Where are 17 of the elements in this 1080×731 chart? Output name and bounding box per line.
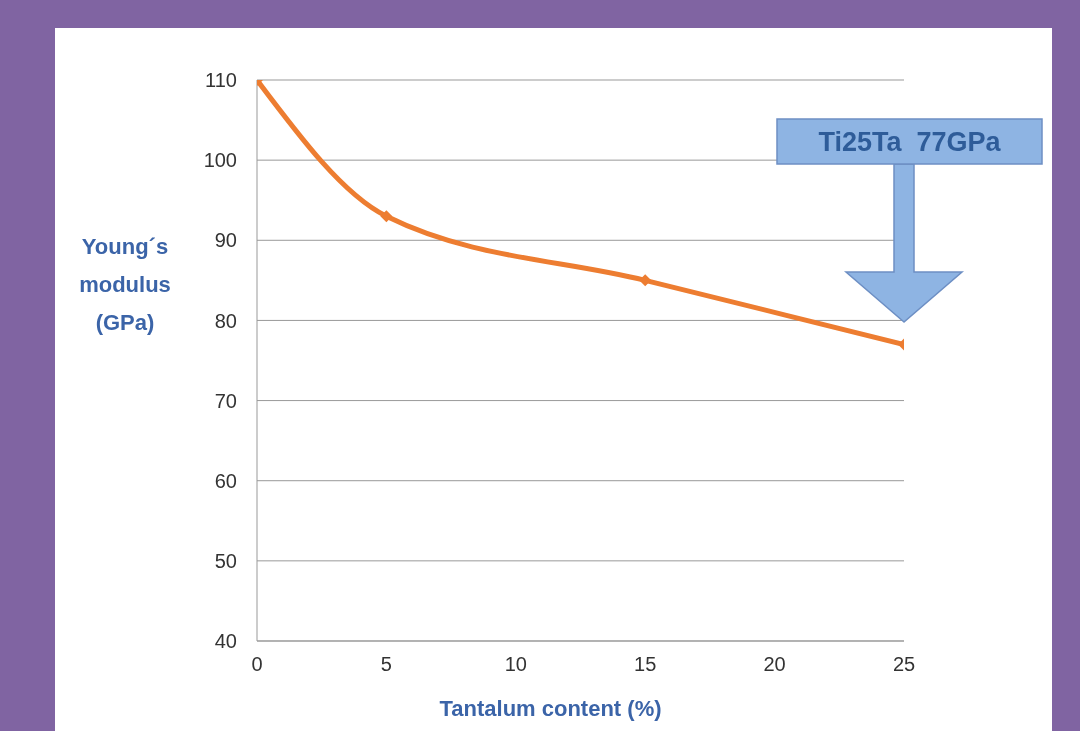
x-tick-label: 5 (380, 653, 392, 676)
y-tick-label: 70 (214, 389, 237, 412)
x-tick-label: 20 (763, 653, 786, 676)
y-tick-label: 50 (214, 549, 237, 572)
y-tick-label: 80 (214, 309, 237, 332)
x-tick-label: 25 (892, 653, 916, 676)
x-tick-label: 0 (251, 653, 263, 676)
y-tick-label: 100 (203, 149, 237, 172)
x-tick-label: 10 (504, 653, 527, 676)
y-tick-label: 40 (214, 630, 237, 653)
x-tick-label: 15 (634, 653, 657, 676)
y-axis-title: Young´s modulus (GPa) (78, 233, 172, 337)
y-tick-label: 90 (214, 229, 237, 252)
x-axis-title: Tantalum content (%) (438, 696, 663, 722)
y-tick-label: 110 (205, 69, 237, 92)
y-tick-label: 60 (214, 469, 237, 492)
annotation: Ti25Ta 77GPa (818, 127, 1002, 157)
